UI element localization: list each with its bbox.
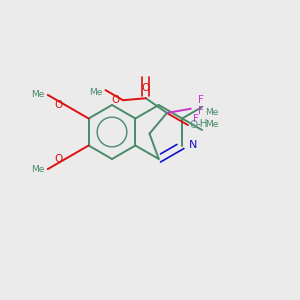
Text: Me: Me bbox=[205, 108, 218, 117]
Text: F: F bbox=[198, 95, 204, 105]
Text: O: O bbox=[54, 154, 62, 164]
Text: F: F bbox=[198, 106, 204, 116]
Text: F: F bbox=[193, 114, 199, 124]
Text: N: N bbox=[189, 140, 197, 149]
Text: Me: Me bbox=[31, 90, 45, 99]
Text: Me: Me bbox=[31, 165, 45, 174]
Text: O: O bbox=[189, 120, 197, 130]
Text: O: O bbox=[112, 95, 120, 105]
Text: O: O bbox=[142, 83, 150, 93]
Text: Me: Me bbox=[89, 88, 103, 97]
Text: -H: -H bbox=[197, 119, 208, 129]
Text: O: O bbox=[54, 100, 62, 110]
Text: Me: Me bbox=[205, 120, 218, 129]
